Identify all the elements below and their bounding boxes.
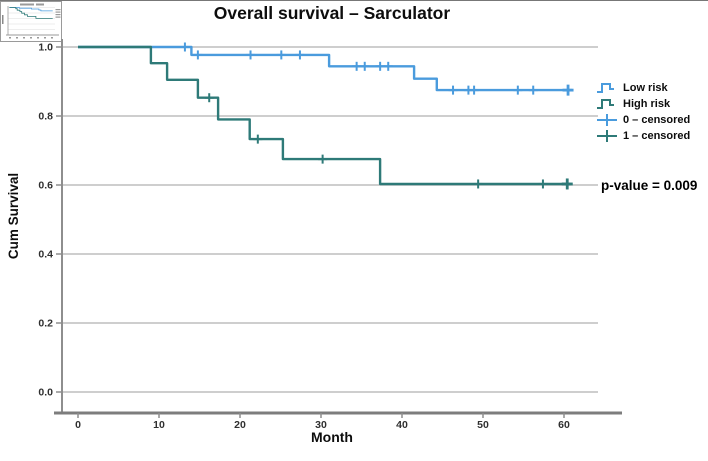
svg-text:0.0: 0.0: [38, 387, 53, 399]
svg-text:0.4: 0.4: [38, 249, 53, 261]
inset-thumbnail-plot: [2, 3, 61, 39]
svg-text:0.6: 0.6: [38, 180, 53, 192]
svg-text:30: 30: [315, 419, 327, 431]
svg-text:0.8: 0.8: [38, 111, 53, 123]
y-axis-label: Cum Survival: [6, 172, 21, 260]
legend-label-1-censored: 1 – censored: [623, 129, 691, 142]
svg-text:0.2: 0.2: [38, 318, 53, 330]
chart-title: Overall survival – Sarculator: [213, 3, 451, 23]
legend: Low risk High risk 0 – censored 1 – cens…: [596, 80, 690, 143]
censored-0-plus-icon: [597, 114, 617, 126]
svg-text:20: 20: [234, 419, 246, 431]
svg-text:0: 0: [75, 419, 81, 431]
svg-text:10: 10: [153, 419, 165, 431]
legend-label-low-risk: Low risk: [623, 81, 668, 94]
legend-item-high-risk: High risk: [596, 96, 690, 111]
svg-text:50: 50: [477, 419, 489, 431]
p-value-annotation: p-value = 0.009: [601, 178, 698, 193]
svg-text:40: 40: [396, 419, 408, 431]
svg-text:60: 60: [558, 419, 570, 431]
x-axis-label: Month: [311, 429, 353, 445]
legend-label-0-censored: 0 – censored: [623, 113, 691, 126]
low-risk-step-line-icon: [597, 83, 614, 93]
high-risk-step-line-icon: [597, 99, 614, 109]
inset-thumbnail: [0, 1, 62, 42]
legend-item-0-censored: 0 – censored: [596, 112, 690, 127]
legend-item-1-censored: 1 – censored: [596, 128, 690, 143]
legend-item-low-risk: Low risk: [596, 80, 690, 95]
censored-1-plus-icon: [597, 130, 617, 142]
legend-label-high-risk: High risk: [623, 97, 671, 110]
svg-text:1.0: 1.0: [38, 42, 53, 54]
